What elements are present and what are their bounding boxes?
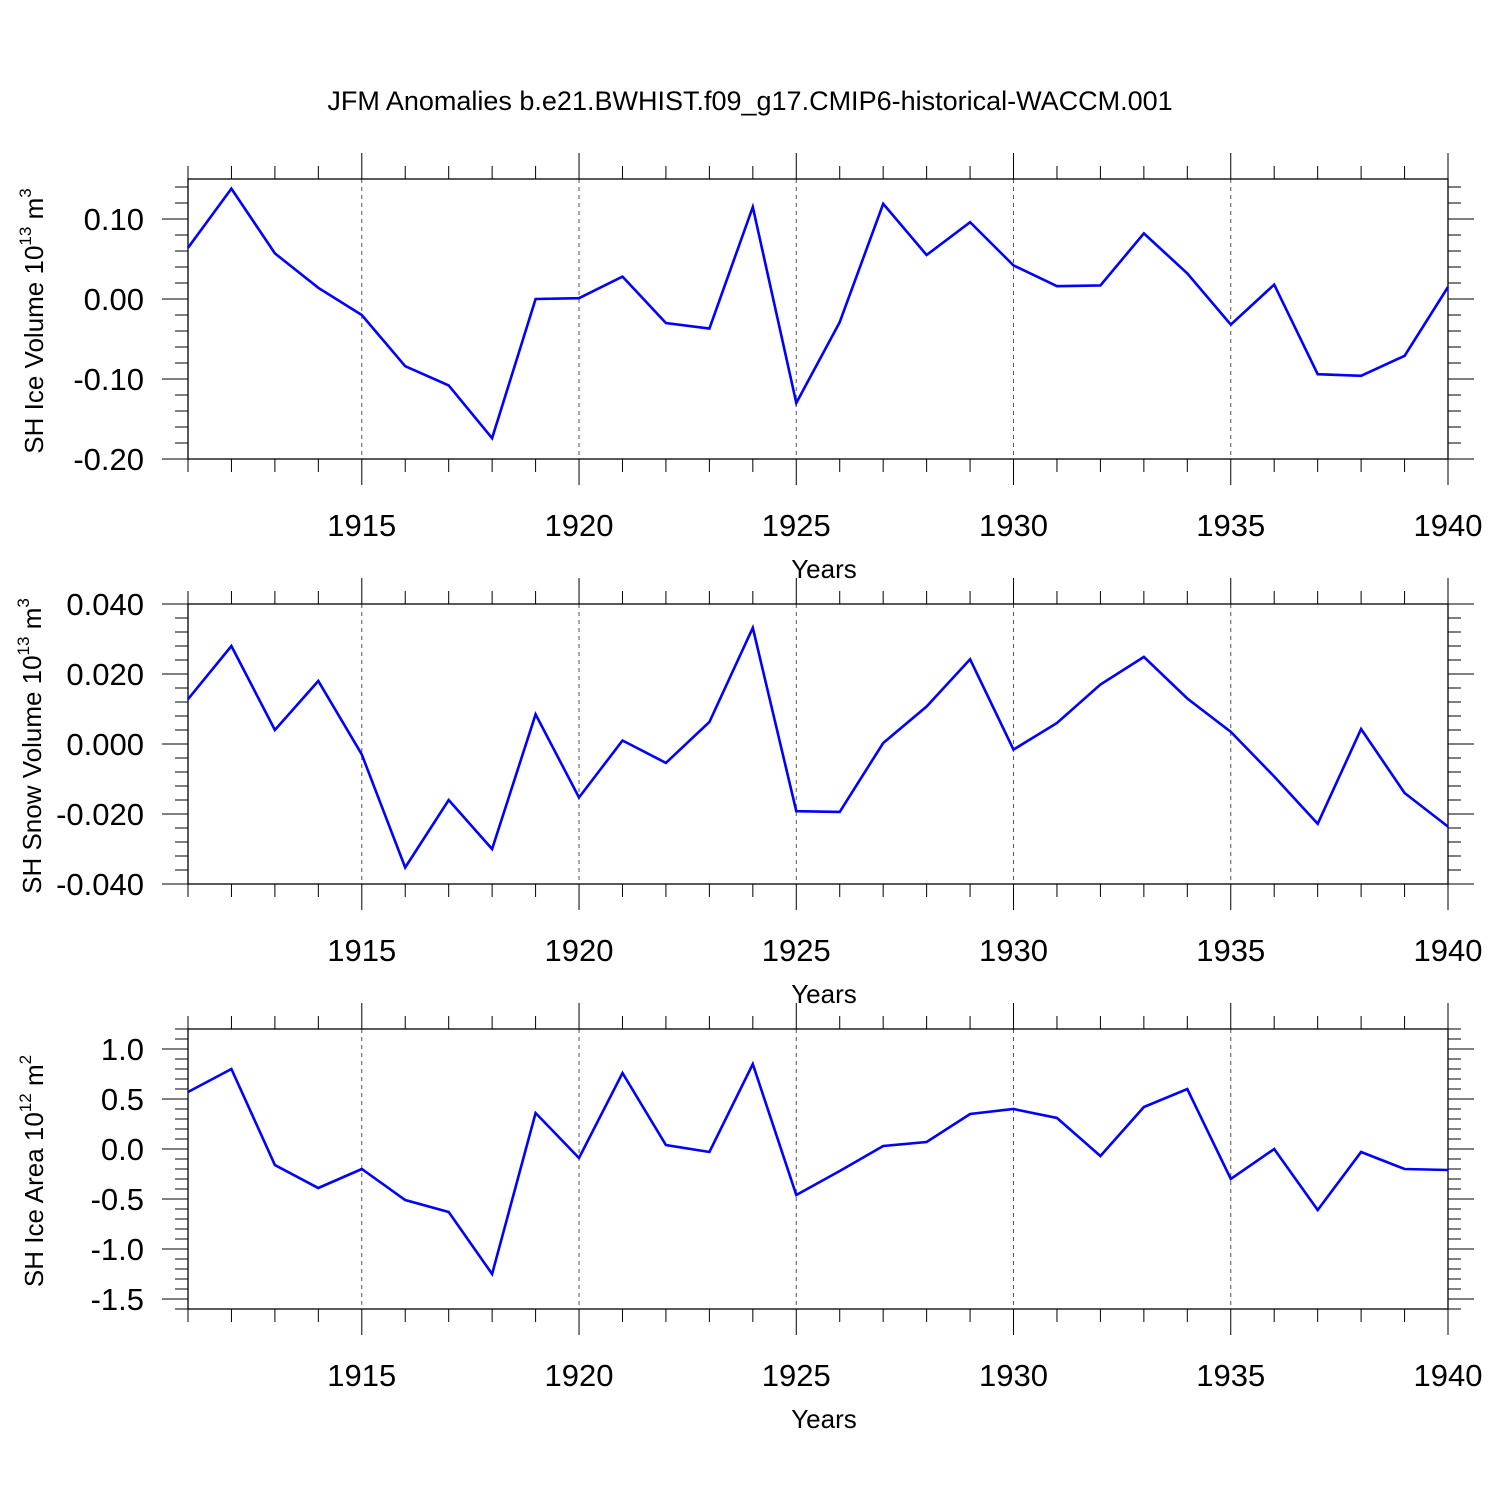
x-tick-label: 1930 — [979, 508, 1048, 543]
x-tick-label: 1930 — [979, 933, 1048, 968]
y-tick-label: 0.0 — [101, 1132, 144, 1167]
series-line — [186, 186, 1450, 441]
series-line — [186, 623, 1449, 871]
plot-frame — [187, 1028, 1449, 1310]
plot-frame — [187, 603, 1449, 885]
x-tick-label: 1925 — [762, 933, 831, 968]
y-tick-label: -0.040 — [56, 867, 144, 902]
panel-snow-volume: -0.040 -0.020 0.000 0.020 0.040 1915 1920 1925 1… — [14, 578, 1482, 1009]
x-tick-label: 1940 — [1414, 508, 1483, 543]
x-axis-label: Years — [791, 1404, 857, 1434]
x-axis-label: Years — [791, 554, 857, 584]
plot-frame — [187, 178, 1449, 460]
x-tick-label: 1935 — [1196, 508, 1265, 543]
y-tick-label: 1.0 — [101, 1032, 144, 1067]
x-tick-label: 1915 — [327, 508, 396, 543]
y-axis-label: SH Ice Volume 1013 m3 — [16, 188, 49, 453]
page-title: JFM Anomalies b.e21.BWHIST.f09_g17.CMIP6… — [327, 86, 1173, 116]
y-tick-label: -0.10 — [73, 362, 144, 397]
panel-ice-volume: -0.20 -0.10 0.00 0.10 1915 1920 1925 1930 1935 19… — [16, 153, 1482, 584]
x-tick-label: 1915 — [327, 933, 396, 968]
x-tick-label: 1930 — [979, 1358, 1048, 1393]
x-tick-label: 1940 — [1414, 1358, 1483, 1393]
x-tick-label: 1920 — [545, 508, 614, 543]
y-axis-label: SH Snow Volume 1013 m3 — [14, 598, 47, 894]
x-tick-label: 1915 — [327, 1358, 396, 1393]
x-axis-label: Years — [791, 979, 857, 1009]
y-tick-label: -1.0 — [91, 1232, 144, 1267]
y-tick-label: 0.5 — [101, 1082, 144, 1117]
y-tick-label: 0.020 — [66, 657, 144, 692]
y-tick-label: -1.5 — [91, 1282, 144, 1317]
y-tick-label: 0.10 — [84, 202, 144, 237]
y-tick-label: -0.020 — [56, 797, 144, 832]
x-tick-label: 1935 — [1196, 1358, 1265, 1393]
y-tick-label: 0.040 — [66, 587, 144, 622]
x-tick-label: 1920 — [545, 1358, 614, 1393]
x-tick-label: 1925 — [762, 508, 831, 543]
x-tick-label: 1925 — [762, 1358, 831, 1393]
x-tick-label: 1920 — [545, 933, 614, 968]
x-tick-label: 1940 — [1414, 933, 1483, 968]
y-axis-label: SH Ice Area 1012 m2 — [16, 1055, 49, 1287]
y-tick-label: -0.5 — [91, 1182, 144, 1217]
y-tick-label: 0.000 — [66, 727, 144, 762]
y-tick-label: 0.00 — [84, 282, 144, 317]
x-tick-label: 1935 — [1196, 933, 1265, 968]
y-tick-label: -0.20 — [73, 442, 144, 477]
panel-ice-area: -1.5 -1.0 -0.5 0.0 0.5 1.0 1915 1920 1925 1930 193… — [16, 1003, 1482, 1434]
series-line — [187, 1060, 1449, 1278]
